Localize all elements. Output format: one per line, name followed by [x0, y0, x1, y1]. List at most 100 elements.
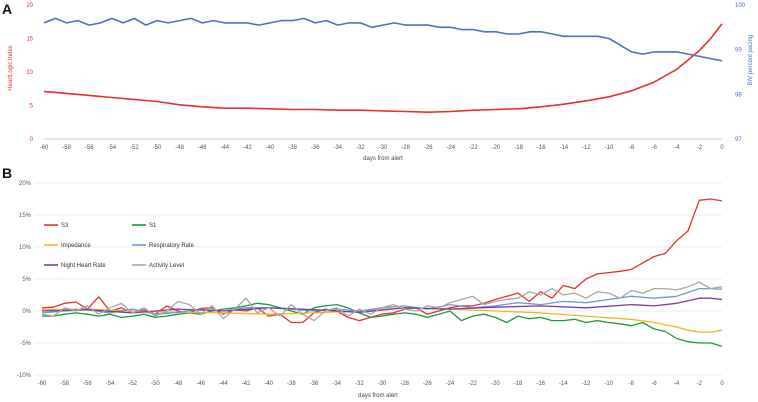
- panel-a-left-y-tick: 20: [26, 3, 33, 9]
- panel-a-left-y-ticks: 0 5 10 15 20: [26, 3, 33, 143]
- panel-b-x-tick: -24: [446, 381, 455, 387]
- panel-b-x-tick: -2: [697, 381, 703, 387]
- panel-b-x-tick: -58: [60, 381, 69, 387]
- panel-b-x-tick: -4: [674, 381, 680, 387]
- panel-b-series-night-heart-rate: [41, 297, 723, 314]
- panel-b-y-tick: 0%: [22, 309, 31, 315]
- panel-a-x-tick: -36: [311, 145, 320, 151]
- panel-b-x-tick: -56: [83, 381, 92, 387]
- panel-b-y-tick: 5%: [22, 277, 31, 283]
- panel-a-left-y-tick: 15: [26, 37, 33, 43]
- panel-a-x-tick: -22: [469, 145, 478, 151]
- panel-b-x-ticks: -60 -58 -56 -54 -52 -50 -48 -46 -44 -42 -40 -38 -36-…: [38, 381, 725, 387]
- panel-a-x-tick: -34: [333, 145, 342, 151]
- panel-b-x-tick: -54: [106, 381, 115, 387]
- panel-a-right-y-tick: 100: [735, 3, 746, 9]
- panel-a-left-y-tick: 5: [30, 104, 34, 110]
- panel-a-x-tick: -54: [107, 145, 116, 151]
- panel-a-x-tick: -48: [175, 145, 184, 151]
- panel-b-x-tick: -8: [629, 381, 635, 387]
- panel-b-x-tick: -14: [559, 381, 568, 387]
- panel-b-y-tick: 20%: [19, 181, 32, 187]
- panel-a-x-tick: -14: [559, 145, 568, 151]
- panel-b-series-impedance: [41, 307, 723, 333]
- panel-b-y-tick: -10%: [17, 373, 32, 379]
- panel-a-x-tick: 0: [720, 145, 724, 151]
- panel-b-y-ticks: -10% -5% 0% 5% 10% 15% 20%: [17, 181, 32, 379]
- panel-a-x-tick: -28: [401, 145, 410, 151]
- panel-b-x-tick: -12: [582, 381, 591, 387]
- panel-b-x-tick: 0: [720, 381, 724, 387]
- panel-a-x-tick: -50: [153, 145, 162, 151]
- panel-a-x-tick: -6: [652, 145, 658, 151]
- panel-b-gridlines: [34, 182, 722, 376]
- panel-a-right-y-ticks: 97 98 99 100: [735, 3, 746, 143]
- legend-label: Night Heart Rate: [61, 263, 106, 269]
- panel-b-y-tick: -5%: [20, 341, 31, 347]
- panel-a-series: [43, 17, 723, 113]
- panel-b-x-tick: -50: [151, 381, 160, 387]
- panel-b-x-tick: -34: [332, 381, 341, 387]
- panel-a-x-tick: -56: [85, 145, 94, 151]
- panel-a-x-tick: -12: [582, 145, 591, 151]
- panel-b-y-tick: 15%: [19, 213, 32, 219]
- panel-b-series-s1: [42, 302, 723, 347]
- panel-b-x-tick: -18: [514, 381, 523, 387]
- panel-a-x-tick: -16: [537, 145, 546, 151]
- panel-a-series-biv-percent-pacing: [43, 17, 723, 62]
- panel-b-x-tick: -32: [355, 381, 364, 387]
- panel-b-y-tick: 10%: [19, 245, 32, 251]
- panel-a-right-y-tick: 97: [735, 137, 742, 143]
- panel-a-x-tick: -30: [379, 145, 388, 151]
- panel-a-x-tick: -8: [629, 145, 635, 151]
- panel-a-x-tick: -24: [446, 145, 455, 151]
- panel-b-x-tick: -16: [536, 381, 545, 387]
- panel-b-x-tick: -22: [468, 381, 477, 387]
- panel-b-x-tick: -10: [604, 381, 613, 387]
- panel-b-series-activity-level: [41, 281, 723, 322]
- legend-label: Activity Level: [149, 263, 184, 269]
- panel-b-chart: B -60 -58 -56 -54 -52 -50 -48 -46 -44 -42 -40 -38 -3…: [2, 165, 724, 399]
- panel-a-label: A: [2, 1, 12, 17]
- panel-b-x-tick: -30: [378, 381, 387, 387]
- panel-b-x-tick: -42: [242, 381, 251, 387]
- panel-a-x-tick: -52: [130, 145, 139, 151]
- panel-a-x-tick: -10: [605, 145, 614, 151]
- panel-a-left-y-tick: 0: [30, 137, 34, 143]
- panel-b-legend: S3 S1 Impedance Respiratory Rate Night Heart…: [44, 223, 195, 269]
- panel-b-label: B: [2, 165, 12, 181]
- panel-a-x-tick: -42: [243, 145, 252, 151]
- panel-a-x-label: days from alert: [363, 156, 403, 162]
- panel-a-x-tick: -58: [62, 145, 71, 151]
- panel-b-x-tick: -6: [651, 381, 657, 387]
- panel-b-x-tick: -46: [196, 381, 205, 387]
- panel-a-x-tick: -2: [697, 145, 703, 151]
- panel-a-left-y-tick: 10: [26, 70, 33, 76]
- panel-a-x-tick: -20: [492, 145, 501, 151]
- panel-b-series: [41, 198, 723, 347]
- panel-b-x-tick: -52: [128, 381, 137, 387]
- panel-a-x-tick: -32: [356, 145, 365, 151]
- panel-b-series-s3: [41, 198, 723, 324]
- panel-b-x-tick: -38: [287, 381, 296, 387]
- panel-a-x-tick: -44: [220, 145, 229, 151]
- panel-a-x-tick: -38: [288, 145, 297, 151]
- panel-a-right-y-tick: 99: [735, 48, 742, 54]
- panel-b-x-tick: -48: [174, 381, 183, 387]
- panel-b-x-label: days from alert: [358, 393, 398, 399]
- panel-b-x-tick: -28: [400, 381, 409, 387]
- panel-b-x-tick: -36: [310, 381, 319, 387]
- panel-a-x-tick: -18: [514, 145, 523, 151]
- panel-a-right-y-tick: 98: [735, 92, 742, 98]
- legend-label: S1: [149, 223, 157, 229]
- panel-a-right-y-label: BiV percent pacing: [748, 35, 754, 85]
- panel-a-x-tick: -4: [674, 145, 680, 151]
- panel-a-x-tick: -40: [266, 145, 275, 151]
- panel-b-x-tick: -60: [38, 381, 47, 387]
- legend-label: Respiratory Rate: [149, 243, 195, 249]
- panel-a-x-tick: -46: [198, 145, 207, 151]
- panel-a-left-y-label: HeartLogic Index: [8, 45, 14, 90]
- panel-a-chart: A -60 -58 -56 -54 -52 -50 -48 -46 -44 -42 -40 -38 -3…: [2, 1, 754, 162]
- panel-b-x-tick: -40: [264, 381, 273, 387]
- panel-a-x-tick: -60: [40, 145, 49, 151]
